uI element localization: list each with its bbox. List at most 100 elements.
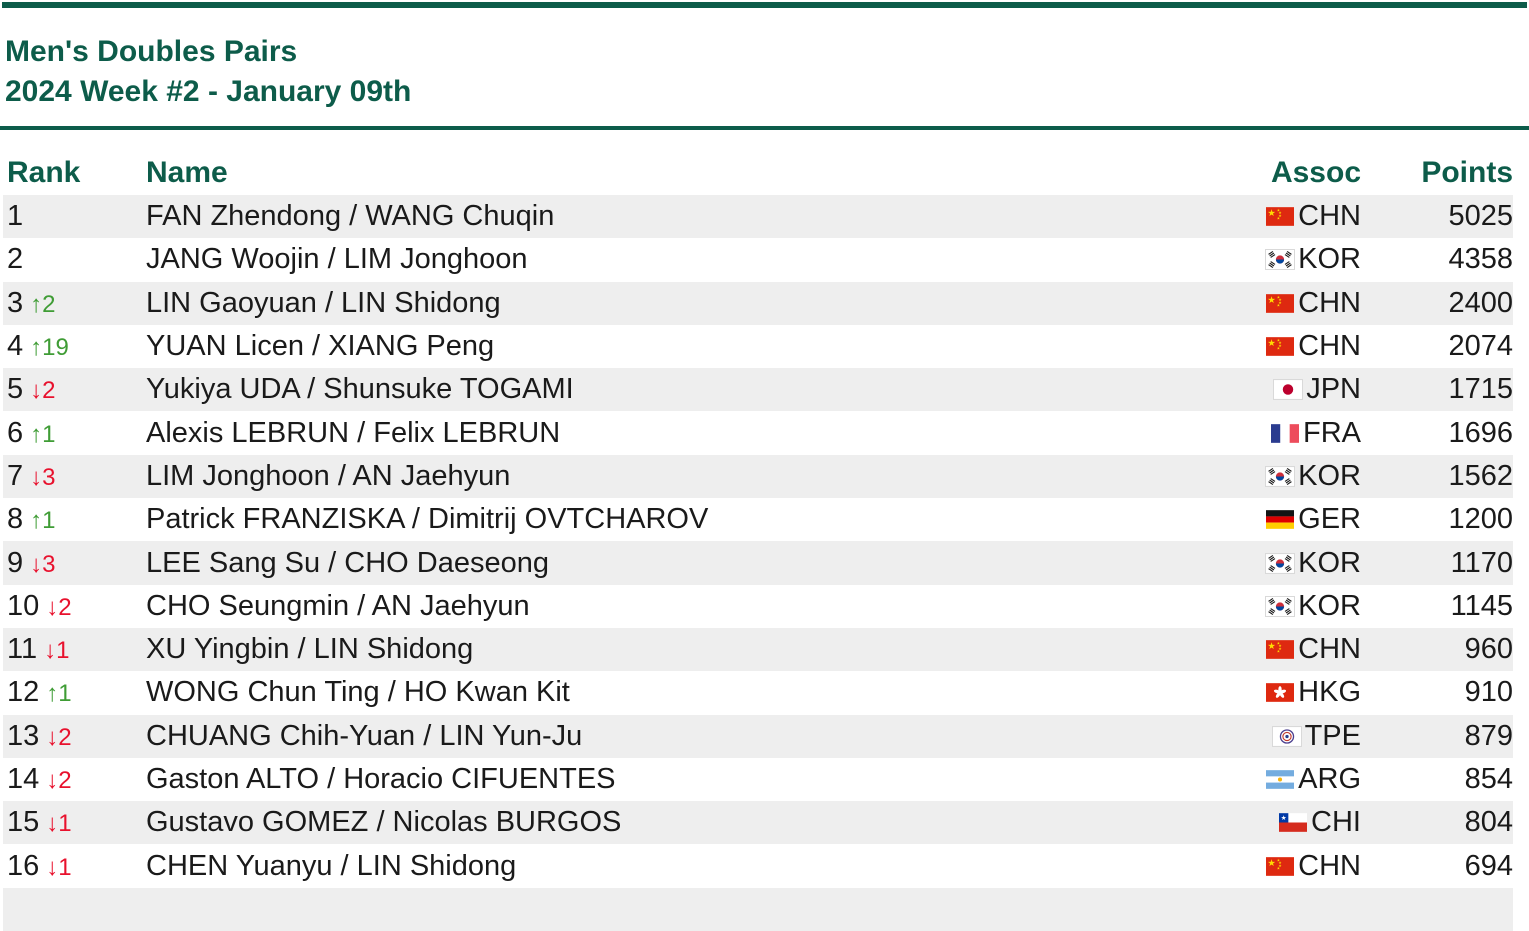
table-row: 14 ↓2 Gaston ALTO / Horacio CIFUENTES AR… bbox=[3, 758, 1513, 801]
assoc-code: ARG bbox=[1298, 763, 1361, 795]
svg-text:★: ★ bbox=[1278, 298, 1282, 302]
flag-fra-icon bbox=[1271, 423, 1299, 443]
points-value: 960 bbox=[1464, 633, 1513, 666]
rank-number: 10 bbox=[7, 589, 40, 622]
assoc-code: FRA bbox=[1303, 416, 1361, 449]
flag-chn-icon: ★ ★ ★ ★ ★ bbox=[1266, 207, 1295, 226]
top-accent-bar bbox=[2, 2, 1527, 8]
player-pair-name: Alexis LEBRUN / Felix LEBRUN bbox=[146, 416, 561, 449]
page-subtitle: 2024 Week #2 - January 09th bbox=[5, 75, 412, 108]
player-pair-name: Patrick FRANZISKA / Dimitrij OVTCHAROV bbox=[146, 503, 709, 536]
player-pair-name: JANG Woojin / LIM Jonghoon bbox=[146, 243, 528, 276]
assoc-code: KOR bbox=[1298, 589, 1361, 622]
rank-number: 9 bbox=[7, 546, 24, 579]
assoc-cell: GER bbox=[1149, 503, 1361, 536]
svg-text:★: ★ bbox=[1278, 211, 1282, 215]
player-pair-name: YUAN Licen / XIANG Peng bbox=[146, 330, 495, 363]
svg-text:★: ★ bbox=[1278, 344, 1282, 348]
assoc-code: CHN bbox=[1298, 286, 1361, 319]
table-header-row: Rank Name Assoc Points bbox=[3, 130, 1513, 195]
flag-chn-icon: ★ ★ ★ ★ ★ bbox=[1266, 640, 1295, 659]
svg-text:★: ★ bbox=[1268, 295, 1276, 305]
rank-change-up-indicator: ↑1 bbox=[30, 420, 56, 448]
rank-number: 4 bbox=[7, 330, 24, 363]
player-pair-name: CHEN Yuanyu / LIN Shidong bbox=[146, 849, 517, 882]
points-value: 854 bbox=[1464, 763, 1513, 795]
player-pair-name: CHO Seungmin / AN Jaehyun bbox=[146, 589, 530, 622]
table-row: 8 ↑1 Patrick FRANZISKA / Dimitrij OVTCHA… bbox=[3, 498, 1513, 541]
rank-cell: 4 ↑19 bbox=[3, 330, 146, 363]
points-value: 910 bbox=[1464, 676, 1513, 709]
assoc-cell: TPE bbox=[1149, 720, 1361, 753]
rank-change-down-indicator: ↓3 bbox=[30, 550, 56, 578]
assoc-code: CHN bbox=[1298, 849, 1361, 882]
svg-text:★: ★ bbox=[1268, 858, 1276, 868]
rank-number: 1 bbox=[7, 200, 24, 233]
table-row: 16 ↓1 CHEN Yuanyu / LIN Shidong ★ ★ ★ ★ ★ CH… bbox=[3, 844, 1513, 887]
points-value: 879 bbox=[1464, 719, 1513, 752]
rank-change-down-indicator: ↓2 bbox=[30, 377, 56, 405]
flag-kor-icon bbox=[1265, 465, 1296, 487]
page-title: Men's Doubles Pairs bbox=[5, 35, 298, 68]
table-row: 2 JANG Woojin / LIM Jonghoon KOR 4358 bbox=[3, 238, 1513, 281]
rank-number: 14 bbox=[7, 763, 40, 795]
page-header: Men's Doubles Pairs 2024 Week #2 - Janua… bbox=[5, 32, 1529, 112]
header-divider bbox=[0, 126, 1529, 130]
table-row: 6 ↑1 Alexis LEBRUN / Felix LEBRUN FRA 16… bbox=[3, 411, 1513, 454]
rank-number: 15 bbox=[7, 806, 40, 839]
svg-text:★: ★ bbox=[1277, 295, 1281, 299]
rank-number: 2 bbox=[7, 243, 24, 276]
svg-text:★: ★ bbox=[1277, 642, 1281, 646]
player-pair-name: LIN Gaoyuan / LIN Shidong bbox=[146, 286, 501, 319]
table-row: 4 ↑19 YUAN Licen / XIANG Peng ★ ★ ★ ★ ★ CHN … bbox=[3, 325, 1513, 368]
assoc-cell: ★ ★ ★ ★ ★ CHN bbox=[1149, 330, 1361, 363]
rank-change-down-indicator: ↓2 bbox=[46, 723, 72, 751]
rank-number: 13 bbox=[7, 719, 40, 752]
assoc-cell: KOR bbox=[1149, 243, 1361, 276]
svg-text:★: ★ bbox=[1278, 644, 1282, 648]
assoc-code: CHN bbox=[1298, 200, 1361, 233]
svg-text:★: ★ bbox=[1277, 217, 1281, 221]
points-value: 1715 bbox=[1448, 373, 1513, 406]
rank-column-header: Rank bbox=[7, 156, 81, 189]
points-value: 1696 bbox=[1448, 416, 1513, 449]
rank-number: 8 bbox=[7, 503, 24, 536]
assoc-code: JPN bbox=[1306, 373, 1361, 406]
svg-text:★: ★ bbox=[1277, 650, 1281, 654]
rank-cell: 13 ↓2 bbox=[3, 720, 146, 753]
assoc-code: CHN bbox=[1298, 330, 1361, 363]
rank-cell: 15 ↓1 bbox=[3, 806, 146, 839]
points-column-header: Points bbox=[1421, 156, 1513, 189]
table-row: 13 ↓2 CHUANG Chih-Yuan / LIN Yun-Ju TPE … bbox=[3, 714, 1513, 758]
rank-number: 12 bbox=[7, 676, 40, 709]
points-value: 694 bbox=[1464, 849, 1513, 882]
assoc-code: KOR bbox=[1298, 459, 1361, 492]
player-pair-name: Gaston ALTO / Horacio CIFUENTES bbox=[146, 763, 616, 795]
rank-change-up-indicator: ↑1 bbox=[46, 680, 72, 708]
rank-cell: 11 ↓1 bbox=[3, 633, 146, 666]
flag-jpn-icon bbox=[1273, 379, 1304, 401]
table-row: 5 ↓2 Yukiya UDA / Shunsuke TOGAMI JPN 17… bbox=[3, 368, 1513, 412]
player-pair-name: FAN Zhendong / WANG Chuqin bbox=[146, 200, 555, 233]
player-pair-name: XU Yingbin / LIN Shidong bbox=[146, 633, 474, 666]
flag-kor-icon bbox=[1265, 249, 1296, 271]
rank-cell: 1 bbox=[3, 200, 146, 233]
flag-arg-icon bbox=[1266, 770, 1295, 789]
rank-change-up-indicator: ↑1 bbox=[30, 507, 56, 535]
points-value: 1562 bbox=[1448, 459, 1513, 492]
player-pair-name: LIM Jonghoon / AN Jaehyun bbox=[146, 459, 511, 492]
rank-cell: 9 ↓3 bbox=[3, 547, 146, 580]
assoc-cell: ★ ★ ★ ★ ★ CHN bbox=[1149, 287, 1361, 320]
points-value: 2400 bbox=[1448, 286, 1513, 319]
rank-cell: 12 ↑1 bbox=[3, 676, 146, 709]
flag-hkg-icon bbox=[1266, 683, 1295, 703]
points-value: 5025 bbox=[1448, 200, 1513, 233]
table-row: 3 ↑2 LIN Gaoyuan / LIN Shidong ★ ★ ★ ★ ★ CHN… bbox=[3, 281, 1513, 325]
flag-kor-icon bbox=[1265, 595, 1296, 617]
svg-text:★: ★ bbox=[1268, 208, 1276, 218]
player-pair-name: Yukiya UDA / Shunsuke TOGAMI bbox=[146, 373, 574, 406]
assoc-cell: KOR bbox=[1149, 590, 1361, 623]
flag-chn-icon: ★ ★ ★ ★ ★ bbox=[1266, 293, 1295, 313]
points-value: 1170 bbox=[1450, 546, 1513, 579]
rank-number: 16 bbox=[7, 849, 40, 882]
